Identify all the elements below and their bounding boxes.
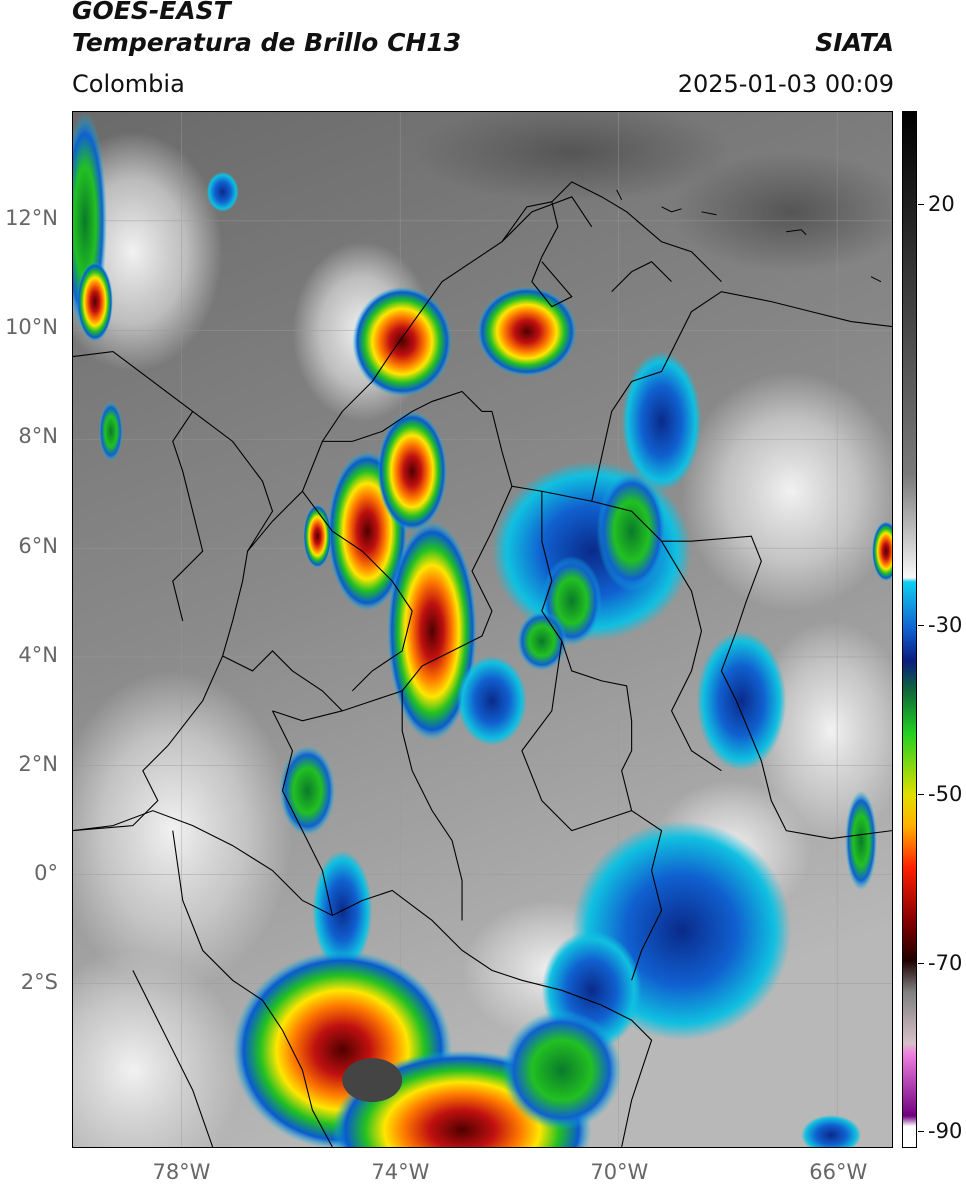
- lon-label: 66°W: [809, 1160, 868, 1184]
- colorbar-tick: [918, 625, 924, 627]
- colorbar-tick: [918, 1131, 924, 1133]
- country-borders: [73, 181, 892, 1147]
- convective-cells: [73, 112, 892, 1147]
- organization-label: SIATA: [815, 28, 894, 57]
- colorbar-tick-label: 20: [928, 191, 955, 216]
- title-line-2: Temperatura de Brillo CH13: [72, 28, 462, 57]
- colorbar-tick: [918, 793, 924, 795]
- colorbar-tick-label: -70: [928, 950, 963, 975]
- lat-label: 2°S: [20, 970, 58, 995]
- lon-label: 78°W: [152, 1160, 211, 1184]
- colorbar: [902, 111, 917, 1148]
- lat-label: 6°N: [18, 533, 58, 558]
- lon-label: 74°W: [371, 1160, 430, 1184]
- region-label: Colombia: [72, 70, 185, 98]
- colorbar-tick: [918, 962, 924, 964]
- lat-label: 0°: [34, 861, 58, 886]
- colorbar-tick: [918, 203, 924, 205]
- colorbar-tick-label: -30: [928, 613, 963, 638]
- colorbar-tick-label: -90: [928, 1119, 963, 1144]
- satellite-map: [72, 111, 893, 1148]
- colorbar-tick-label: -50: [928, 781, 963, 806]
- lat-label: 4°N: [18, 642, 58, 667]
- title-line-1: GOES-EAST: [72, 0, 231, 25]
- timestamp-label: 2025-01-03 00:09: [677, 70, 894, 98]
- lat-label: 2°N: [18, 751, 58, 776]
- lat-label: 8°N: [18, 424, 58, 449]
- lon-label: 70°W: [590, 1160, 649, 1184]
- lat-label: 12°N: [5, 206, 58, 231]
- islands: [616, 189, 882, 283]
- lat-label: 10°N: [5, 315, 58, 340]
